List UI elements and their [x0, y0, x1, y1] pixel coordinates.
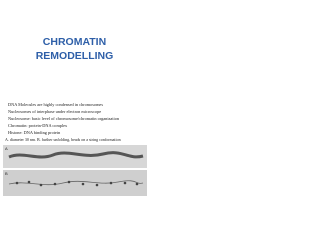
- micrograph-panel: A: [3, 145, 147, 168]
- micrograph: [8, 151, 144, 159]
- title-line: CHROMATIN: [42, 36, 107, 48]
- panel-label: A: [5, 146, 8, 151]
- body-line: Nucleosomes of interphase under electron…: [8, 109, 102, 114]
- body-line: DNA Molecules are highly condensed in ch…: [8, 102, 103, 107]
- micrograph: [8, 180, 144, 187]
- body-line: A. diameter 30 nm. B. further unfolding,…: [5, 137, 121, 142]
- body-line: Chromatin: protein-DNA complex: [8, 123, 68, 128]
- body-line: Histone: DNA binding protein: [8, 130, 61, 135]
- panel-label: B: [5, 171, 8, 176]
- body-line: Nucleosome: basic level of chromosome/ch…: [8, 116, 120, 121]
- nucleosome-beads: [15, 180, 139, 187]
- chromatin-fiber: [8, 151, 144, 159]
- dna-strand: [8, 180, 144, 186]
- slide: CHROMATIN REMODELLING DNA Molecules are …: [0, 0, 149, 198]
- micrograph-panel: B: [3, 170, 147, 196]
- title-line: REMODELLING: [35, 50, 114, 62]
